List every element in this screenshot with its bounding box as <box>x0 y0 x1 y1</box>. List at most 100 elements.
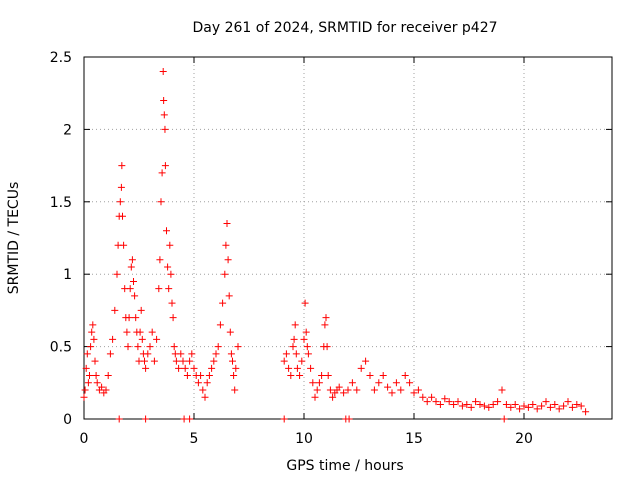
y-tick-label: 2.5 <box>50 50 72 66</box>
data-point <box>463 401 471 409</box>
data-point <box>454 398 462 406</box>
data-point <box>546 403 554 411</box>
data-point <box>309 379 317 387</box>
data-point <box>520 402 528 410</box>
data-point <box>485 403 493 411</box>
data-point <box>582 408 590 416</box>
data-point <box>170 343 178 351</box>
data-point <box>302 328 310 336</box>
data-point <box>84 379 92 387</box>
data-point <box>158 169 166 177</box>
data-point <box>280 357 288 365</box>
data-point <box>498 386 506 394</box>
data-point <box>340 389 348 397</box>
data-point <box>322 314 330 322</box>
data-point <box>500 415 508 423</box>
chart-title: Day 261 of 2024, SRMTID for receiver p42… <box>192 20 497 36</box>
data-point <box>123 328 131 336</box>
data-point <box>168 299 176 307</box>
data-point <box>203 379 211 387</box>
data-point <box>212 350 220 358</box>
x-tick-labels: 0 5 10 15 20 <box>80 431 533 447</box>
data-point <box>282 350 290 358</box>
data-point <box>104 372 112 380</box>
data-point <box>161 125 169 133</box>
data-point <box>181 364 189 372</box>
data-point <box>120 241 128 249</box>
data-point <box>160 96 168 104</box>
data-point <box>472 398 480 406</box>
data-point <box>573 401 581 409</box>
data-point <box>321 321 329 329</box>
data-point <box>222 241 230 249</box>
data-point <box>476 401 484 409</box>
data-point <box>216 321 224 329</box>
data-point <box>538 402 546 410</box>
x-axis-label: GPS time / hours <box>286 458 403 474</box>
data-point <box>410 389 418 397</box>
data-point <box>529 401 537 409</box>
data-point <box>577 402 585 410</box>
data-point <box>131 292 139 300</box>
data-point <box>136 328 144 336</box>
data-point <box>155 285 163 293</box>
data-point <box>83 350 91 358</box>
data-point <box>106 350 114 358</box>
data-point <box>167 270 175 278</box>
data-point <box>291 321 299 329</box>
data-point <box>511 401 519 409</box>
data-point <box>163 227 170 235</box>
data-point <box>362 357 370 365</box>
data-point <box>507 403 515 411</box>
data-point <box>229 357 236 365</box>
data-point <box>329 393 337 401</box>
data-point <box>516 405 524 413</box>
data-point <box>160 111 168 119</box>
y-tick-label: 0.5 <box>50 340 72 356</box>
data-point <box>225 292 233 300</box>
data-point <box>344 386 352 394</box>
data-point <box>130 277 137 285</box>
data-point <box>138 335 146 343</box>
data-point <box>148 328 156 336</box>
data-point <box>441 395 449 403</box>
plot-frame <box>83 56 613 420</box>
data-point <box>177 350 185 358</box>
data-point <box>165 285 173 293</box>
data-point <box>224 256 232 264</box>
data-point <box>551 401 559 409</box>
data-point <box>494 398 502 406</box>
y-tick-label: 1.5 <box>50 195 72 211</box>
data-point <box>80 393 88 401</box>
data-point <box>141 357 148 365</box>
y-axis-label: SRMTID / TECUs <box>6 182 22 295</box>
x-tick-label: 5 <box>190 431 199 447</box>
data-point <box>318 372 326 380</box>
data-point <box>231 386 239 394</box>
data-point <box>210 357 218 365</box>
data-point <box>142 415 150 423</box>
data-point <box>533 405 541 413</box>
data-point <box>119 212 126 220</box>
data-point <box>311 393 319 401</box>
data-point <box>419 393 427 401</box>
data-point <box>128 256 136 264</box>
data-point <box>188 350 196 358</box>
data-point <box>98 383 106 391</box>
data-point <box>489 401 497 409</box>
data-point <box>366 372 374 380</box>
data-point <box>205 372 213 380</box>
data-point <box>401 372 409 380</box>
data-point <box>125 314 133 322</box>
data-point <box>323 343 331 351</box>
data-point <box>502 401 510 409</box>
grid <box>84 57 612 419</box>
data-point <box>197 372 205 380</box>
data-point <box>304 350 312 358</box>
data-point <box>157 198 165 206</box>
data-point <box>214 343 222 351</box>
data-point <box>232 364 240 372</box>
data-point <box>445 398 453 406</box>
data-point <box>183 372 191 380</box>
